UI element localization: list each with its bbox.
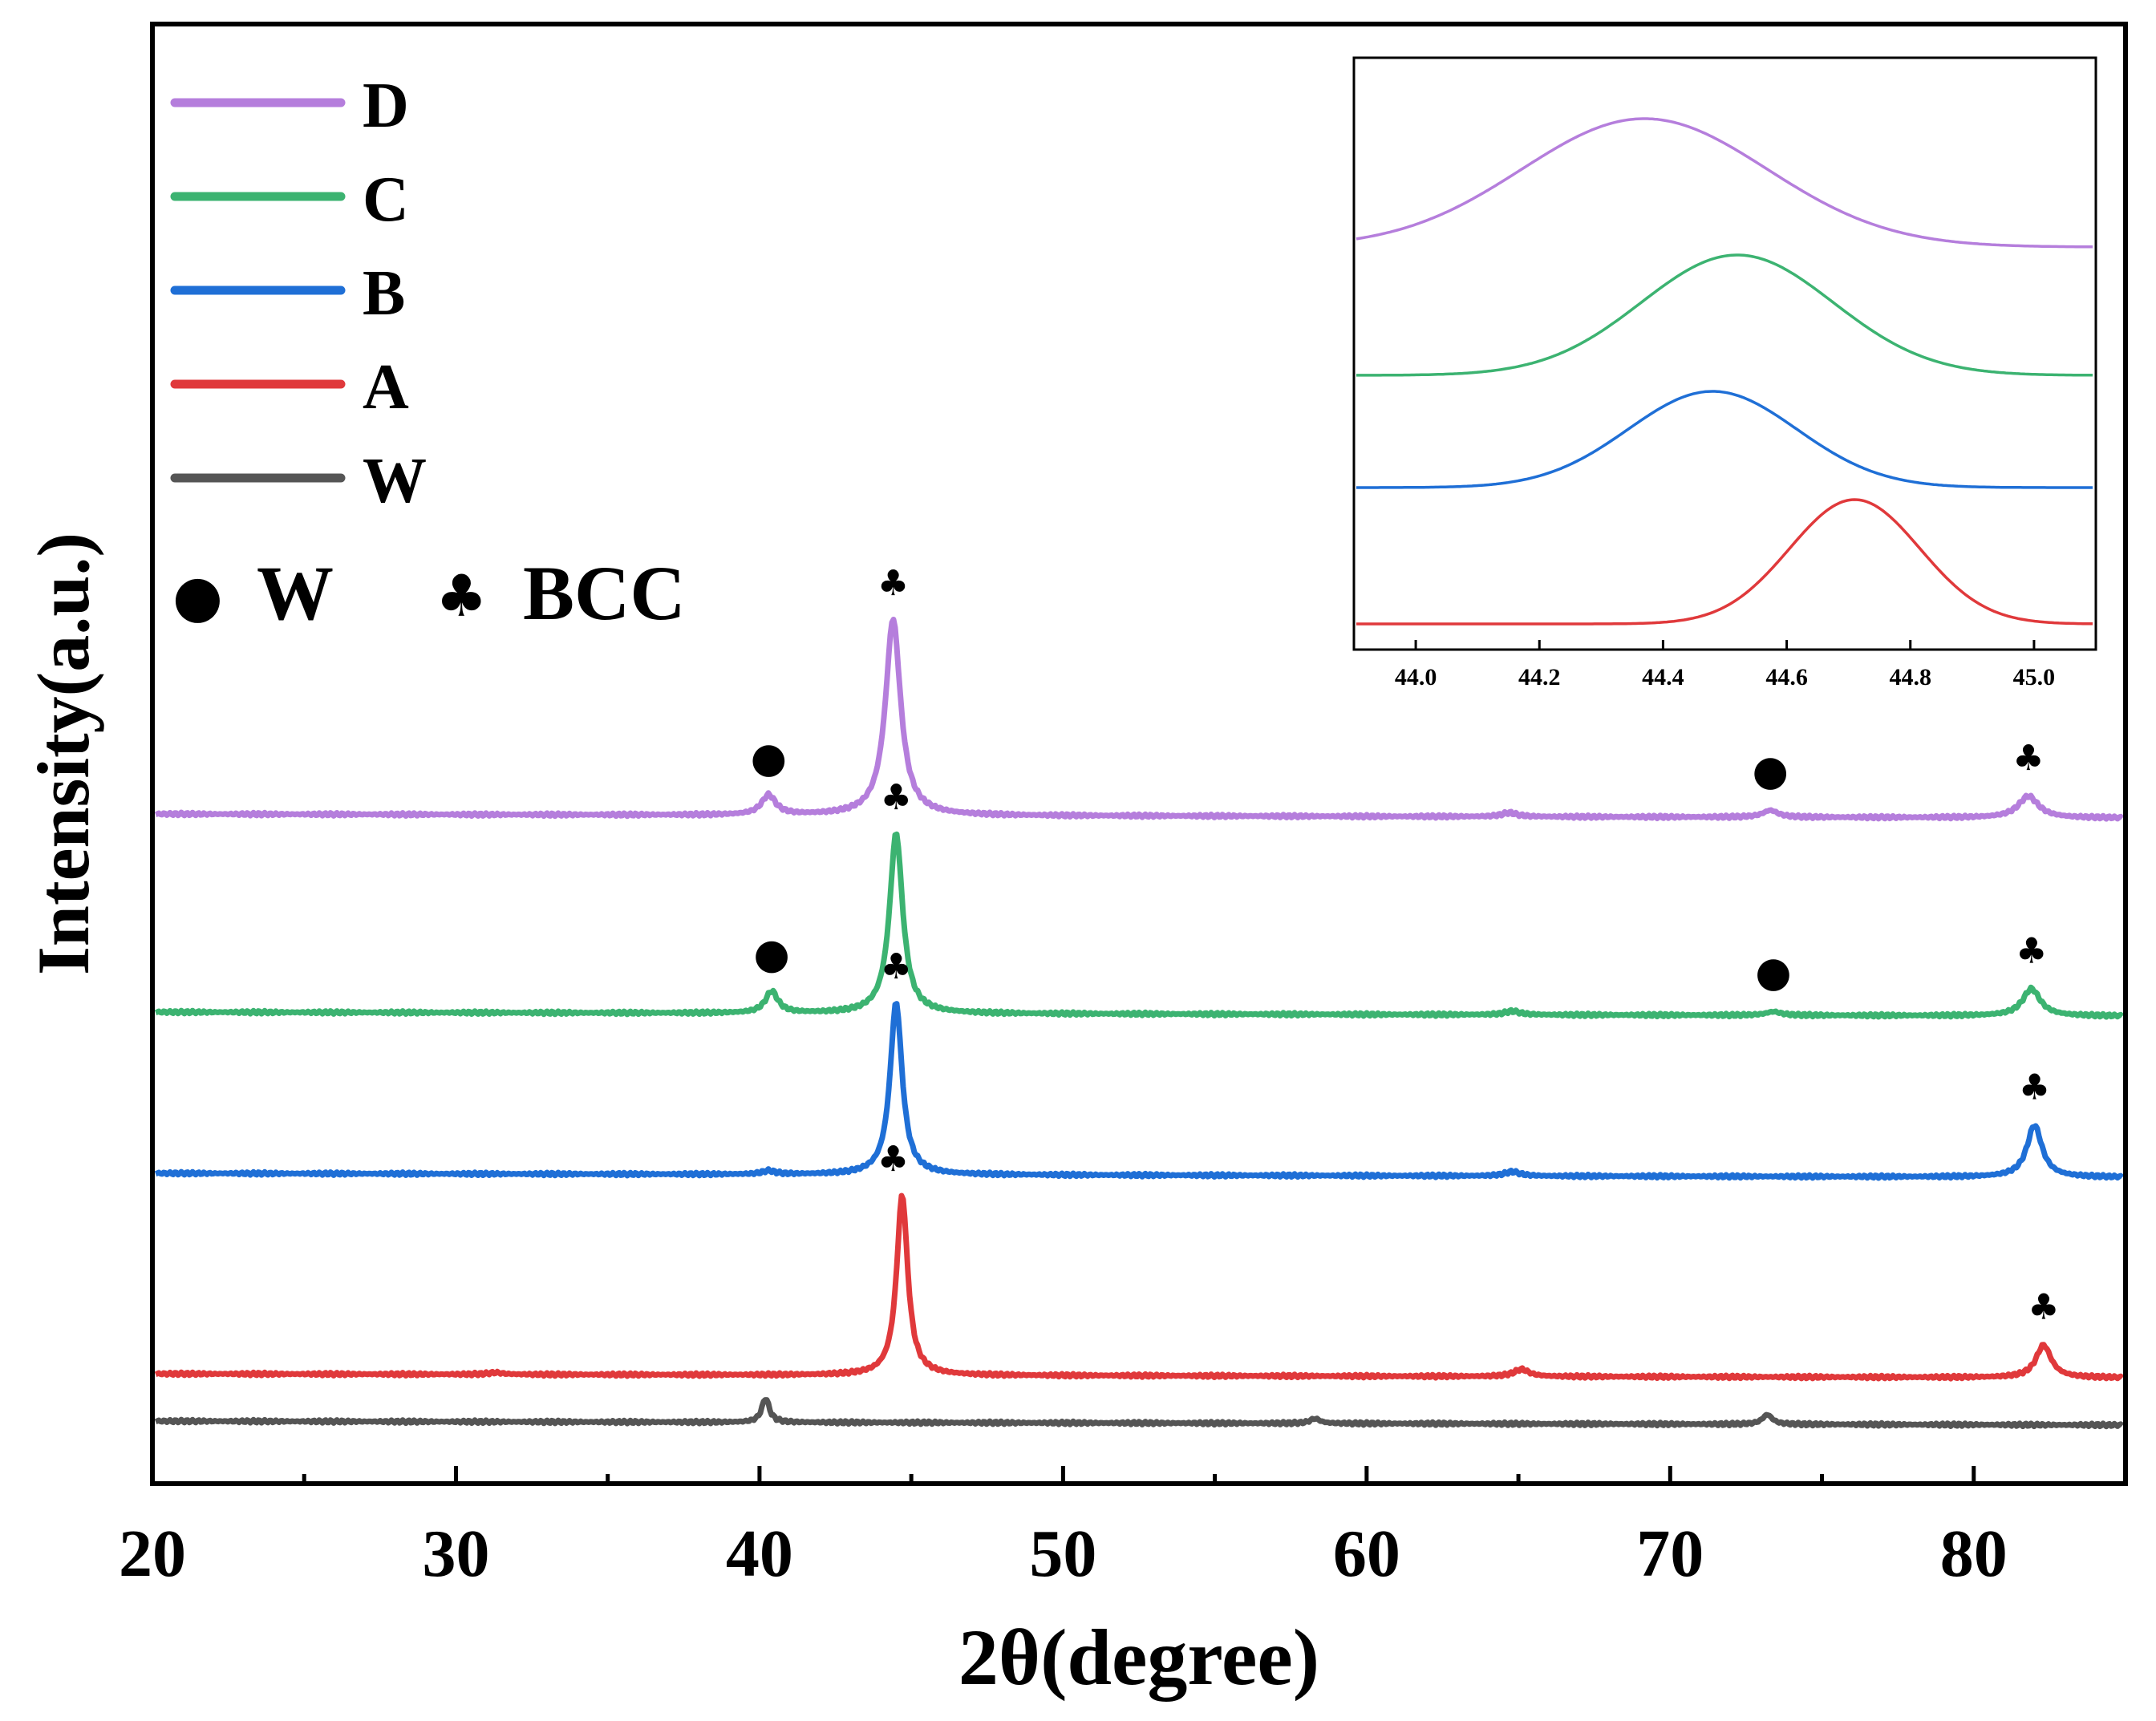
x-tick-label-70: 70 — [1636, 1517, 1704, 1591]
peak-marker-D-3: ♣ — [2012, 738, 2044, 779]
peak-marker-B-9: ♣ — [2019, 1067, 2050, 1108]
legend-label-B: B — [363, 258, 405, 329]
inset-x-tick-label-45.0: 45.0 — [2013, 664, 2056, 690]
peak-marker-D-0: ● — [751, 735, 787, 783]
legend-label-D: D — [363, 71, 409, 141]
series-line-D — [154, 617, 2125, 822]
series-line-A — [154, 1193, 2125, 1382]
x-axis: 20 30 40 50 60 70 80 — [119, 1466, 2008, 1591]
peak-marker-A-10: ♣ — [877, 1139, 909, 1180]
inset-series-line-D — [1356, 117, 2093, 249]
peak-marker-C-5: ♣ — [881, 777, 912, 818]
inset-x-tick-label-44.4: 44.4 — [1642, 664, 1684, 690]
inset-x-tick-label-44.8: 44.8 — [1890, 664, 1932, 690]
inset-x-tick-label-44.0: 44.0 — [1395, 664, 1437, 690]
phase-symbol-W: ● — [172, 562, 223, 630]
x-tick-label-30: 30 — [422, 1517, 489, 1591]
main-series-layer — [154, 617, 2125, 1430]
legend-label-W: W — [363, 446, 427, 516]
plot-frame — [150, 22, 2128, 1486]
inset-x-tick-label-44.2: 44.2 — [1518, 664, 1561, 690]
legend-label-A: A — [363, 352, 409, 423]
x-tick-label-20: 20 — [119, 1517, 186, 1591]
inset-series-line-A — [1356, 498, 2093, 626]
x-tick-label-60: 60 — [1333, 1517, 1400, 1591]
series-line-C — [154, 831, 2125, 1020]
x-tick-label-40: 40 — [726, 1517, 793, 1591]
inset-x-tick-label-44.6: 44.6 — [1765, 664, 1808, 690]
y-axis-label: Intensity(a.u.) — [22, 532, 104, 975]
x-tick-label-80: 80 — [1940, 1517, 2008, 1591]
phase-symbol-BCC: ♣ — [436, 562, 488, 630]
series-line-W — [154, 1397, 2125, 1430]
peak-marker-C-7: ♣ — [2016, 930, 2047, 971]
peak-annotation-layer: ● ♣ ● ♣ ● ♣ ● ♣ ♣ ♣ ♣ ♣ — [751, 563, 2060, 1328]
series-line-B — [154, 1001, 2125, 1181]
peak-marker-C-4: ● — [753, 930, 789, 978]
inset-series-layer — [1356, 117, 2093, 626]
legend-label-C: C — [363, 164, 409, 235]
peak-marker-C-6: ● — [1755, 949, 1791, 997]
x-axis-label: 2θ(degree) — [958, 1613, 1319, 1702]
peak-marker-D-1: ♣ — [877, 563, 909, 604]
inset-series-line-C — [1356, 253, 2093, 377]
inset-zoom-plot: 44.0 44.2 44.4 44.6 44.8 45.0 — [1352, 56, 2097, 690]
inset-series-line-B — [1356, 390, 2093, 489]
phase-label-BCC: BCC — [523, 550, 686, 636]
inset-x-axis: 44.0 44.2 44.4 44.6 44.8 45.0 — [1395, 640, 2055, 690]
peak-marker-D-2: ● — [1753, 747, 1789, 795]
inset-frame — [1352, 56, 2097, 651]
peak-marker-B-8: ♣ — [881, 946, 912, 987]
peak-marker-A-11: ♣ — [2028, 1287, 2059, 1328]
phase-legend: ● W ♣ BCC — [172, 550, 686, 636]
x-tick-label-50: 50 — [1029, 1517, 1096, 1591]
phase-label-W: W — [257, 550, 334, 636]
